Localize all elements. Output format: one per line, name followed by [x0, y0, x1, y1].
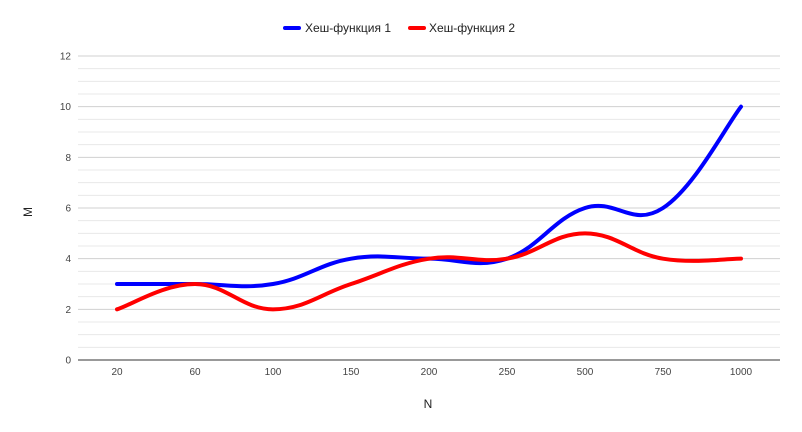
x-tick-label: 750 [655, 367, 672, 378]
y-tick-label: 10 [60, 102, 72, 113]
data-point-series-1 [663, 208, 664, 209]
legend-label-2: Хеш-функция 2 [429, 21, 515, 35]
y-axis-title: M [21, 207, 35, 217]
data-point-series-1 [273, 284, 274, 285]
data-point-series-1 [585, 208, 586, 209]
data-point-series-2 [117, 309, 118, 310]
x-tick-label: 500 [577, 367, 594, 378]
data-point-series-2 [429, 258, 430, 259]
y-tick-label: 0 [65, 356, 71, 367]
y-tick-label: 8 [65, 153, 71, 164]
x-tick-label: 60 [189, 367, 201, 378]
x-tick-label: 1000 [730, 367, 753, 378]
series-line-1 [115, 104, 743, 289]
axis-layer: 0 2 4 6 8 10 12 20 60 100 150 200 250 500 750 1000 [60, 52, 780, 378]
x-tick-label: 100 [265, 367, 282, 378]
x-tick-label: 250 [499, 367, 516, 378]
data-point-series-1 [741, 106, 742, 107]
y-tick-label: 4 [65, 254, 71, 265]
legend-label-1: Хеш-функция 1 [305, 21, 391, 35]
data-point-series-2 [663, 258, 664, 259]
series-layer [115, 104, 743, 312]
legend: Хеш-функция 1 Хеш-функция 2 [283, 21, 515, 35]
x-tick-label: 150 [343, 367, 360, 378]
y-tick-label: 12 [60, 52, 72, 63]
x-tick-label: 20 [111, 367, 123, 378]
grid-layer [78, 55, 780, 348]
y-tick-label: 2 [65, 305, 71, 316]
series-line-2 [115, 231, 743, 312]
data-point-series-2 [273, 309, 274, 310]
data-point-series-2 [741, 258, 742, 259]
x-tick-label: 200 [421, 367, 438, 378]
data-point-series-2 [351, 284, 352, 285]
data-point-series-2 [507, 258, 508, 259]
data-point-series-1 [117, 284, 118, 285]
data-point-series-2 [195, 284, 196, 285]
data-point-series-2 [585, 233, 586, 234]
x-axis-title: N [424, 397, 433, 411]
y-tick-label: 6 [65, 204, 71, 215]
data-point-series-1 [351, 258, 352, 259]
